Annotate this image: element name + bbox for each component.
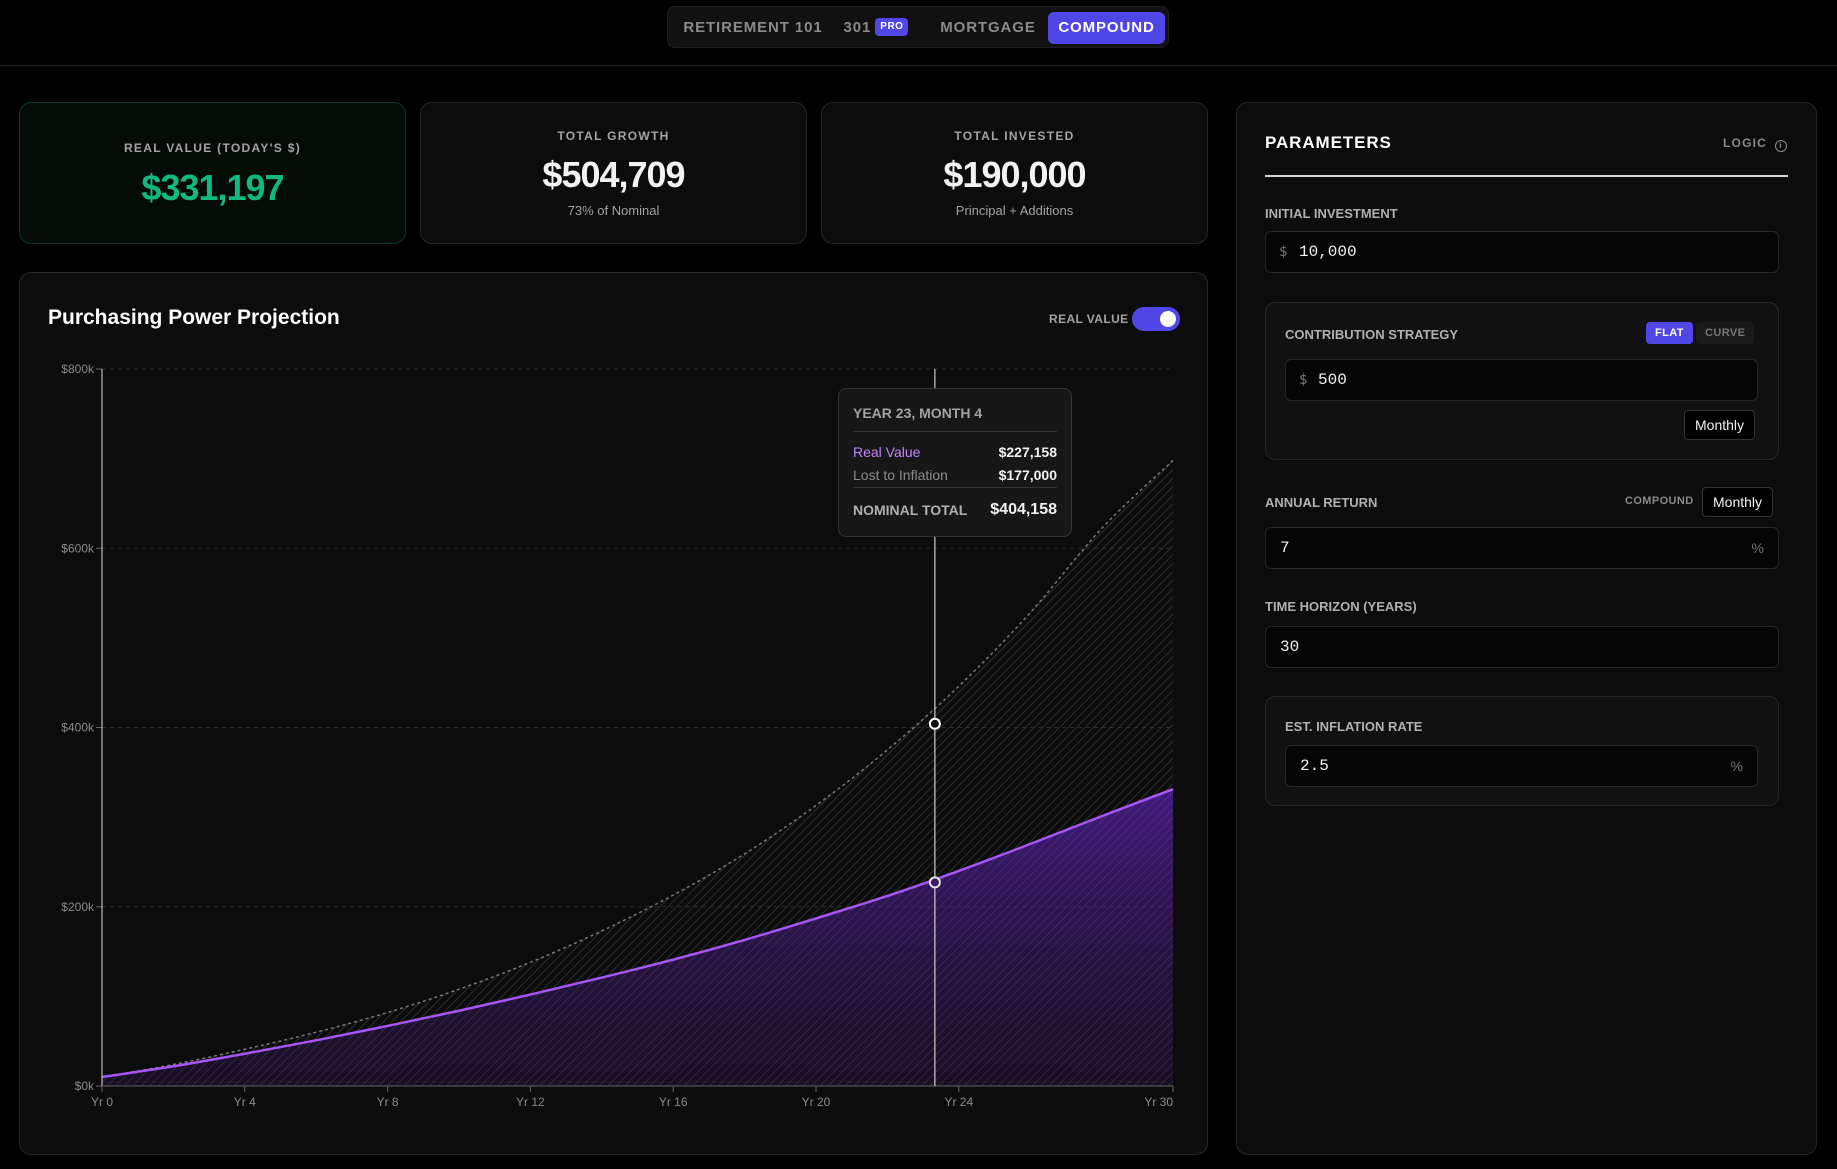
compound-frequency-select[interactable]: Monthly xyxy=(1702,487,1774,517)
nav-tab-group: RETIREMENT 101 301 PRO MORTGAGE COMPOUND xyxy=(667,6,1169,48)
compound-label: COMPOUND xyxy=(1625,495,1694,507)
stat-value: $504,709 xyxy=(542,154,685,195)
stat-card-total-invested: TOTAL INVESTED $190,000 Principal + Addi… xyxy=(821,102,1208,244)
input-value: 500 xyxy=(1318,371,1347,389)
y-tick-label: $600k xyxy=(61,541,95,555)
real-value-hover-point xyxy=(928,876,941,889)
tab-label: COMPOUND xyxy=(1058,19,1155,36)
y-tick-label: $0k xyxy=(75,1079,95,1093)
inflation-panel: EST. INFLATION RATE 2.5 % xyxy=(1265,696,1779,806)
y-tick-label: $800k xyxy=(61,362,95,376)
x-tick-label: Yr 8 xyxy=(377,1095,399,1109)
input-value: 30 xyxy=(1280,638,1300,656)
y-tick-label: $200k xyxy=(61,900,95,914)
contribution-strategy-panel: CONTRIBUTION STRATEGY FLAT CURVE $ 500 M… xyxy=(1265,302,1779,460)
percent-suffix: % xyxy=(1751,540,1764,556)
stat-value: $331,197 xyxy=(141,167,284,208)
real-value-line xyxy=(101,787,1174,1079)
stat-label: TOTAL GROWTH xyxy=(557,129,670,143)
tab-301[interactable]: 301 PRO xyxy=(833,12,919,44)
nominal-line xyxy=(101,459,1174,1078)
stat-value: $190,000 xyxy=(943,154,1086,195)
stat-subtext: Principal + Additions xyxy=(955,203,1074,218)
inflation-rate-label: EST. INFLATION RATE xyxy=(1285,719,1423,734)
tab-label: 301 xyxy=(843,19,872,36)
x-tick-label: Yr 24 xyxy=(944,1095,973,1109)
currency-prefix: $ xyxy=(1279,244,1288,260)
x-tick-label: Yr 12 xyxy=(516,1095,545,1109)
tooltip-row-label: Real Value xyxy=(853,444,921,460)
input-value: 7 xyxy=(1280,539,1290,557)
tooltip-total-label: NOMINAL TOTAL xyxy=(853,502,968,518)
tab-retirement-101[interactable]: RETIREMENT 101 xyxy=(678,12,828,44)
stat-label: REAL VALUE (TODAY'S $) xyxy=(123,141,302,155)
tooltip-title: YEAR 23, MONTH 4 xyxy=(853,405,983,421)
input-value: 2.5 xyxy=(1300,757,1329,775)
tooltip-divider xyxy=(853,431,1057,432)
x-tick-label: Yr 4 xyxy=(234,1095,256,1109)
tooltip-row-label: Lost to Inflation xyxy=(853,467,948,483)
logic-label: LOGIC xyxy=(1723,136,1767,150)
curve-mode-button[interactable]: CURVE xyxy=(1696,322,1755,344)
initial-investment-input[interactable]: $ 10,000 xyxy=(1265,231,1779,273)
input-value: 10,000 xyxy=(1299,243,1357,261)
parameters-panel: PARAMETERS LOGIC i INITIAL INVESTMENT $ 1… xyxy=(1236,102,1817,1155)
tooltip-row-value: $177,000 xyxy=(998,467,1057,483)
tooltip-total-value: $404,158 xyxy=(990,501,1057,518)
contribution-amount-input[interactable]: $ 500 xyxy=(1285,359,1758,401)
contribution-frequency-select[interactable]: Monthly xyxy=(1684,410,1756,440)
inflation-rate-input[interactable]: 2.5 % xyxy=(1285,745,1758,787)
tooltip-divider xyxy=(853,487,1057,488)
x-tick-label: Yr 30 xyxy=(1144,1095,1173,1109)
nominal-hover-point xyxy=(928,717,941,730)
x-tick-label: Yr 0 xyxy=(91,1095,113,1109)
logic-button[interactable]: LOGIC i xyxy=(1723,136,1787,152)
x-tick-label: Yr 16 xyxy=(659,1095,688,1109)
toggle-knob xyxy=(1160,311,1176,327)
annual-return-label: ANNUAL RETURN xyxy=(1265,495,1378,510)
tab-compound[interactable]: COMPOUND xyxy=(1048,12,1165,44)
tab-mortgage[interactable]: MORTGAGE xyxy=(928,12,1048,44)
pro-badge: PRO xyxy=(875,18,909,37)
stat-subtext: 73% of Nominal xyxy=(567,203,660,218)
tab-label: MORTGAGE xyxy=(940,19,1036,36)
x-tick-label: Yr 20 xyxy=(802,1095,831,1109)
time-horizon-input[interactable]: 30 xyxy=(1265,626,1779,668)
stat-label: TOTAL INVESTED xyxy=(954,129,1075,143)
divider xyxy=(1265,175,1788,177)
real-value-area xyxy=(102,789,1173,1086)
stat-card-real-value: REAL VALUE (TODAY'S $) $331,197 xyxy=(19,102,406,244)
parameters-title: PARAMETERS xyxy=(1265,133,1392,152)
currency-prefix: $ xyxy=(1299,372,1308,388)
tab-label: RETIREMENT 101 xyxy=(683,19,823,36)
top-nav: RETIREMENT 101 301 PRO MORTGAGE COMPOUND xyxy=(0,0,1837,66)
stat-card-total-growth: TOTAL GROWTH $504,709 73% of Nominal xyxy=(420,102,807,244)
annual-return-input[interactable]: 7 % xyxy=(1265,527,1779,569)
time-horizon-label: TIME HORIZON (YEARS) xyxy=(1265,599,1417,614)
chart-title: Purchasing Power Projection xyxy=(48,306,340,329)
contribution-strategy-label: CONTRIBUTION STRATEGY xyxy=(1285,327,1459,342)
percent-suffix: % xyxy=(1730,758,1743,774)
y-tick-label: $400k xyxy=(61,721,95,735)
real-value-toggle[interactable] xyxy=(1132,307,1180,331)
tooltip-row-value: $227,158 xyxy=(998,444,1057,460)
initial-investment-label: INITIAL INVESTMENT xyxy=(1265,206,1398,221)
chart-tooltip: YEAR 23, MONTH 4 Real Value $227,158 Los… xyxy=(838,388,1072,537)
real-value-toggle-label: REAL VALUE xyxy=(1049,312,1129,326)
info-icon: i xyxy=(1775,140,1787,152)
flat-mode-button[interactable]: FLAT xyxy=(1646,322,1693,344)
